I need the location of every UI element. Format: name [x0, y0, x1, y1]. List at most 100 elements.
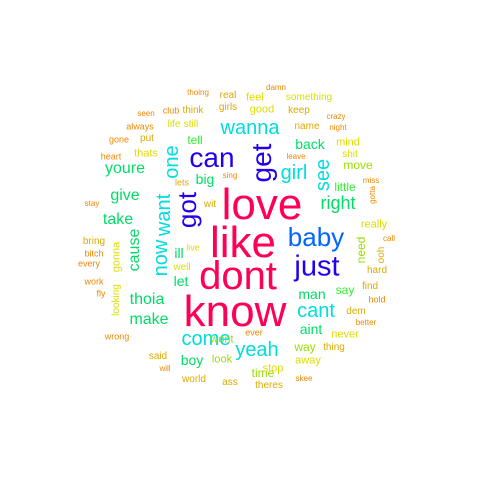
cloud-word-good: good — [249, 103, 275, 116]
cloud-word-every: every — [77, 258, 101, 269]
cloud-word-club: club — [162, 105, 180, 116]
cloud-word-well: well — [173, 262, 191, 273]
cloud-word-thoia: thoia — [129, 291, 165, 308]
cloud-word-know: know — [183, 287, 287, 336]
cloud-word-thoing: thoing — [187, 88, 209, 97]
cloud-word-miss: miss — [362, 176, 380, 185]
cloud-word-leave: leave — [286, 152, 306, 161]
cloud-word-cant: cant — [297, 300, 335, 322]
cloud-word-big: big — [195, 171, 215, 187]
cloud-word-damn: damn — [265, 83, 287, 92]
cloud-word-shit: shit — [342, 149, 358, 160]
cloud-word-call: call — [382, 234, 396, 243]
cloud-word-mind: mind — [336, 136, 360, 149]
cloud-word-live: live — [186, 242, 200, 253]
cloud-word-name: name — [294, 121, 320, 132]
cloud-word-baby: baby — [287, 222, 345, 252]
cloud-word-let: let — [173, 273, 189, 289]
cloud-word-thing: thing — [323, 342, 345, 353]
cloud-word-something: something — [285, 92, 333, 103]
cloud-word-thats: thats — [134, 147, 158, 160]
cloud-word-really: really — [360, 218, 388, 231]
cloud-word-wont: wont — [210, 333, 234, 346]
cloud-word-feel: feel — [246, 91, 264, 104]
cloud-word-love: love — [221, 180, 303, 229]
cloud-word-boy: boy — [180, 352, 204, 368]
cloud-word-youre: youre — [104, 160, 146, 177]
cloud-word-ass: ass — [222, 377, 238, 388]
cloud-word-find: find — [361, 281, 379, 292]
cloud-word-keep: keep — [288, 105, 310, 116]
cloud-word-look: look — [211, 353, 233, 366]
cloud-word-ever: ever — [245, 327, 263, 338]
cloud-word-take: take — [102, 211, 134, 228]
cloud-word-gonna: gonna — [110, 241, 123, 273]
cloud-word-say: say — [335, 283, 355, 297]
cloud-word-skee: skee — [295, 374, 313, 383]
cloud-word-see: see — [312, 158, 334, 192]
cloud-word-right: right — [320, 193, 356, 213]
cloud-word-real: real — [219, 90, 237, 101]
cloud-word-just: just — [294, 250, 340, 283]
cloud-word-gone: gone — [108, 134, 130, 145]
cloud-word-think: think — [182, 105, 204, 116]
cloud-word-put: put — [140, 133, 154, 144]
cloud-word-one: one — [161, 145, 183, 179]
cloud-word-crazy: crazy — [326, 112, 346, 121]
cloud-word-yeah: yeah — [235, 339, 279, 361]
cloud-word-looking: looking — [111, 284, 122, 316]
cloud-word-ill: ill — [174, 245, 184, 261]
cloud-word-back: back — [295, 136, 325, 152]
cloud-word-always: always — [126, 121, 154, 132]
cloud-word-sing: sing — [222, 171, 238, 180]
cloud-word-never: never — [331, 328, 359, 341]
cloud-word-got: got — [172, 191, 202, 229]
cloud-word-cause: cause — [126, 228, 143, 272]
cloud-word-work: work — [84, 276, 104, 287]
cloud-word-ooh: ooh — [376, 246, 387, 264]
cloud-word-dem: dem — [346, 306, 366, 317]
cloud-word-get: get — [246, 143, 277, 183]
cloud-word-heart: heart — [100, 151, 122, 162]
cloud-word-time: time — [251, 366, 275, 380]
cloud-word-stay: stay — [84, 199, 100, 208]
cloud-word-hold: hold — [368, 294, 386, 305]
cloud-word-like: like — [209, 218, 277, 267]
cloud-word-girls: girls — [218, 102, 238, 113]
cloud-word-hard: hard — [366, 265, 388, 276]
cloud-word-man: man — [298, 286, 326, 302]
cloud-word-wrong: wrong — [104, 331, 130, 342]
cloud-word-seen: seen — [137, 109, 155, 118]
cloud-word-girl: girl — [280, 162, 308, 184]
cloud-word-can: can — [189, 142, 235, 173]
cloud-word-said: said — [148, 351, 168, 362]
cloud-word-now: now — [150, 239, 172, 277]
cloud-word-wit: wit — [203, 199, 217, 210]
cloud-word-gotta: gotta — [368, 186, 377, 204]
cloud-word-make: make — [129, 311, 169, 328]
cloud-word-need: need — [354, 236, 368, 264]
cloud-word-stop: stop — [262, 362, 284, 375]
cloud-word-world: world — [182, 374, 206, 385]
cloud-word-come: come — [181, 328, 231, 350]
cloud-word-night: night — [329, 123, 347, 132]
cloud-word-way: way — [294, 340, 316, 354]
cloud-word-want: want — [153, 193, 175, 237]
cloud-word-still: still — [183, 119, 199, 130]
cloud-word-lets: lets — [174, 177, 190, 188]
cloud-word-little: little — [334, 180, 356, 194]
cloud-word-away: away — [295, 354, 321, 367]
cloud-word-aint: aint — [299, 321, 323, 337]
cloud-word-fly: fly — [96, 288, 106, 299]
cloud-word-theres: theres — [255, 380, 283, 391]
cloud-word-give: give — [110, 187, 140, 204]
cloud-word-bitch: bitch — [84, 248, 104, 259]
cloud-word-tell: tell — [187, 133, 203, 147]
cloud-word-will: will — [159, 364, 171, 373]
cloud-word-wanna: wanna — [220, 117, 280, 139]
cloud-word-better: better — [355, 318, 377, 327]
cloud-word-life: life — [167, 119, 181, 130]
cloud-word-bring: bring — [82, 236, 106, 247]
cloud-word-dont: dont — [199, 254, 277, 298]
